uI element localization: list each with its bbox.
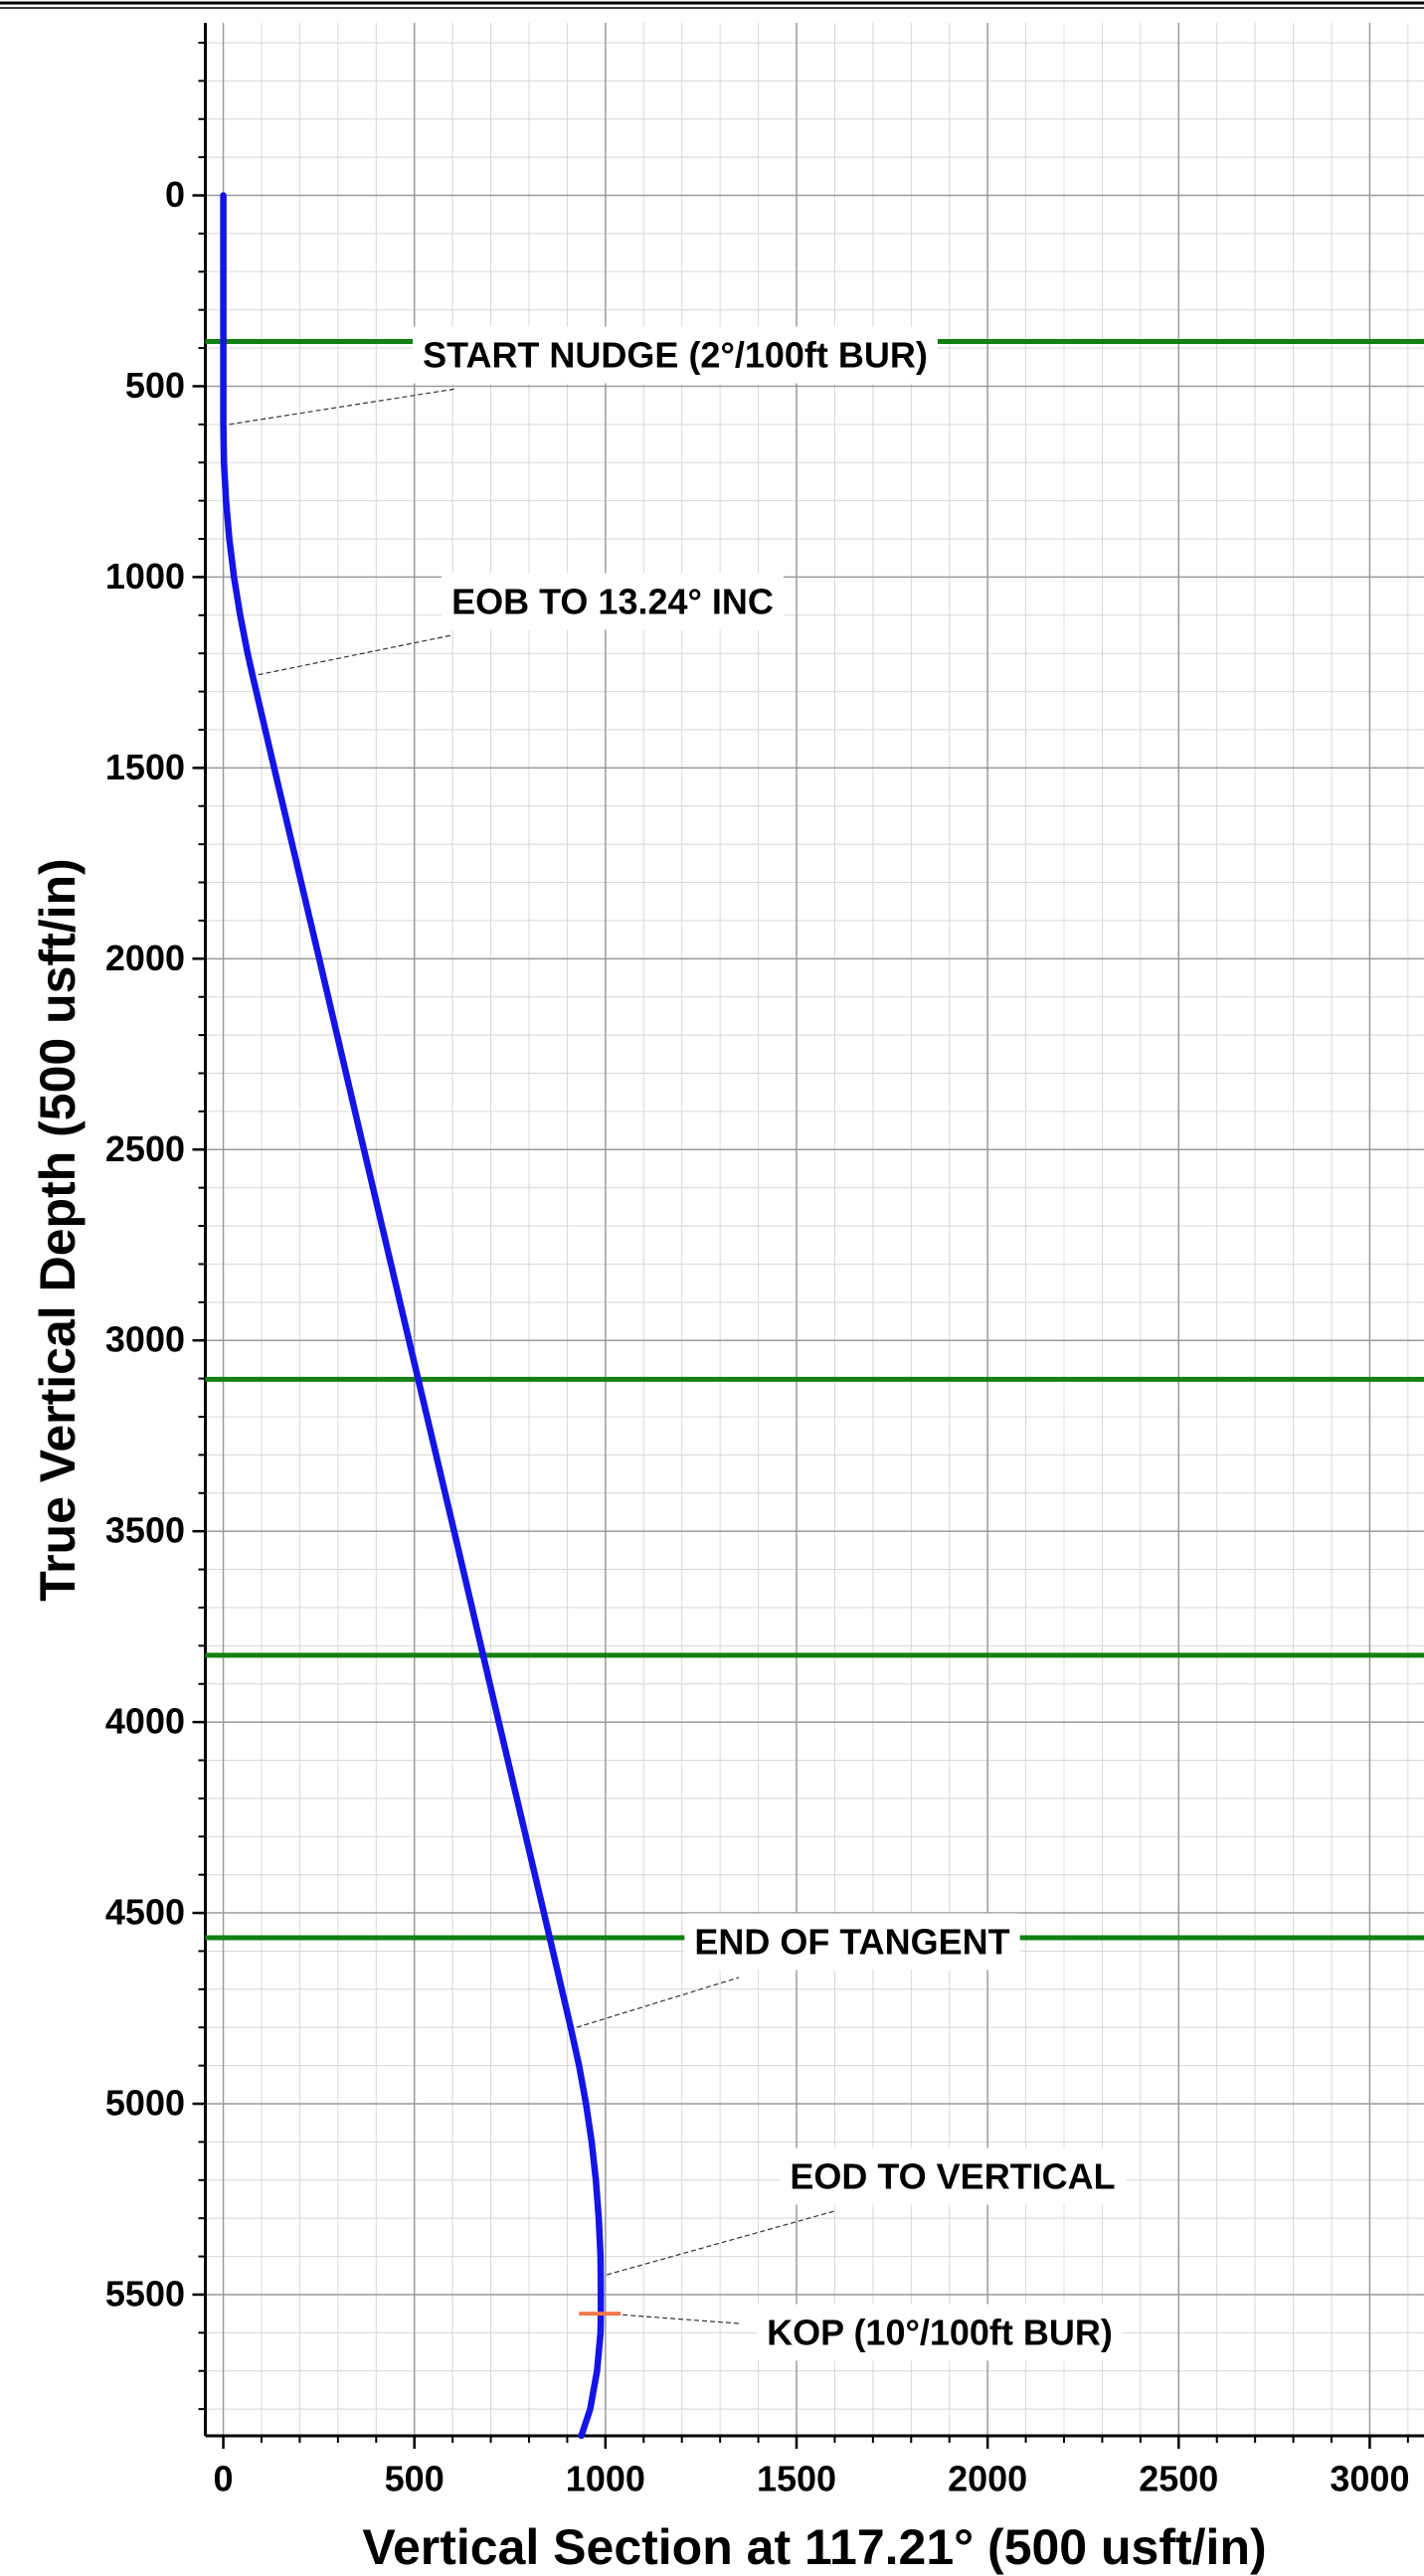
x-tick-label: 1000 — [566, 2459, 645, 2499]
annotation-label: KOP (10°/100ft BUR) — [767, 2313, 1113, 2353]
y-axis-label: True Vertical Depth (500 usft/in) — [30, 858, 86, 1601]
x-tick-label: 2500 — [1139, 2459, 1218, 2499]
annotation-label: END OF TANGENT — [694, 1922, 1009, 1963]
y-tick-label: 5000 — [105, 2083, 185, 2124]
x-tick-label: 3000 — [1330, 2459, 1409, 2499]
y-tick-label: 3500 — [105, 1510, 185, 1551]
leader-line — [576, 1976, 740, 2028]
y-tick-label: 2000 — [105, 938, 185, 978]
y-tick-label: 2500 — [105, 1128, 185, 1169]
annotation-label: EOD TO VERTICAL — [790, 2156, 1115, 2197]
annotation-background — [684, 1913, 1020, 1971]
leader-line — [229, 388, 457, 426]
y-tick-label: 1500 — [105, 747, 185, 787]
annotation-background — [442, 573, 784, 630]
annotation: END OF TANGENT — [684, 1913, 1020, 1971]
y-tick-label: 5500 — [105, 2273, 185, 2314]
x-tick-label: 1500 — [757, 2459, 836, 2499]
annotation-label: START NUDGE (2°/100ft BUR) — [423, 335, 928, 376]
y-tick-label: 4500 — [105, 1892, 185, 1933]
leader-line — [258, 634, 452, 676]
x-tick-label: 500 — [385, 2459, 445, 2499]
annotation-background — [413, 326, 938, 384]
annotation-label: EOB TO 13.24° INC — [451, 582, 774, 622]
y-tick-label: 1000 — [105, 556, 185, 597]
x-axis-label: Vertical Section at 117.21° (500 usft/in… — [362, 2519, 1266, 2575]
y-tick-label: 3000 — [105, 1319, 185, 1360]
annotation-background — [780, 2147, 1126, 2205]
annotation-background — [757, 2304, 1123, 2361]
y-tick-label: 4000 — [105, 1701, 185, 1742]
annotation: START NUDGE (2°/100ft BUR) — [413, 326, 938, 384]
leader-line — [607, 2313, 740, 2324]
well-path — [220, 192, 605, 2440]
annotation: EOB TO 13.24° INC — [442, 573, 784, 630]
y-tick-label: 500 — [125, 365, 185, 406]
annotation: EOD TO VERTICAL — [780, 2147, 1126, 2205]
y-tick-label: 0 — [165, 174, 185, 215]
annotation: KOP (10°/100ft BUR) — [757, 2304, 1123, 2361]
x-tick-label: 2000 — [948, 2459, 1027, 2499]
x-tick-label: 0 — [214, 2459, 234, 2499]
